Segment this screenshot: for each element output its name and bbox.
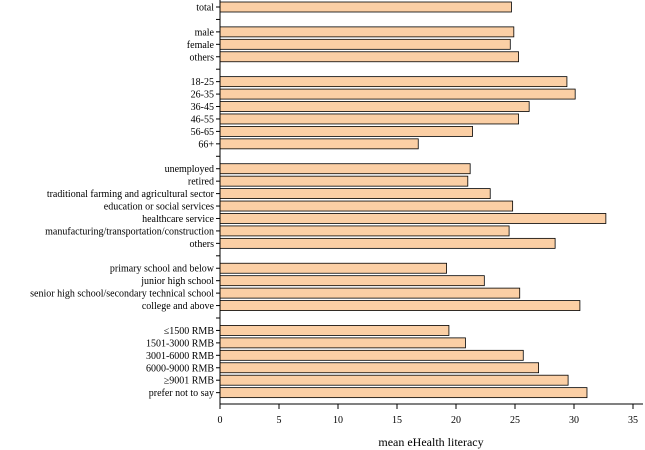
x-tick-label: 10 [333,415,343,426]
category-label: ≤1500 RMB [164,326,215,337]
category-label: manufacturing/transportation/constructio… [45,226,214,237]
bar [219,175,469,187]
bar [219,362,540,374]
x-tick-label: 30 [569,415,579,426]
category-label: male [195,27,215,38]
category-label: junior high school [140,276,214,287]
category-label: 26-35 [191,90,214,101]
x-tick-label: 5 [277,415,282,426]
category-label: 46-55 [191,114,214,125]
category-label: 66+ [198,139,214,150]
bar [219,163,471,175]
bar [219,113,519,125]
category-label: college and above [142,301,215,312]
axes [216,0,643,405]
bar [219,38,511,50]
category-label: 3001-6000 RMB [146,351,214,362]
category-label: total [196,3,214,14]
category-label: retired [188,177,214,188]
bar [219,1,512,13]
category-label: ≥9001 RMB [164,376,215,387]
bar [219,275,485,287]
x-tick-label: 35 [628,415,638,426]
category-labels: totalmalefemaleothers18-2526-3536-4546-5… [30,3,215,400]
bar [219,76,568,88]
x-tick-label: 20 [451,415,461,426]
category-label: prefer not to say [149,388,214,399]
x-tick-label: 15 [392,415,402,426]
category-label: 6000-9000 RMB [146,363,214,374]
category-label: female [187,40,215,51]
category-label: education or social services [104,202,214,213]
bar [219,88,576,100]
bar [219,237,556,249]
category-label: others [190,52,215,63]
bars [219,1,607,399]
x-axis-title: mean eHealth literacy [378,435,483,449]
x-tick-label: 0 [218,415,223,426]
bar [219,213,607,224]
bar [219,200,514,212]
category-label: primary school and below [110,264,215,275]
category-label: others [190,239,215,250]
category-label: traditional farming and agricultural sec… [47,189,215,200]
category-label: unemployed [165,164,214,175]
bar [219,325,450,336]
bar [219,349,524,361]
x-tick-label: 25 [510,415,520,426]
category-label: 36-45 [191,102,214,113]
bar [219,188,491,200]
category-label: senior high school/secondary technical s… [30,289,214,300]
bar [219,337,466,349]
x-axis-ticks: 0 5 10 15 20 25 30 35 [218,404,638,426]
bar [219,101,530,112]
bar [219,262,447,274]
bar [219,51,519,63]
bar [219,374,569,386]
category-label: 18-25 [191,77,214,88]
bar [219,138,419,150]
bar [219,225,510,237]
bar [219,26,515,38]
bar [219,300,581,311]
category-label: 56-65 [191,127,214,138]
category-label: healthcare service [142,214,214,225]
bar [219,126,473,137]
bar [219,387,588,399]
bar [219,287,521,299]
category-label: 1501-3000 RMB [146,338,214,349]
